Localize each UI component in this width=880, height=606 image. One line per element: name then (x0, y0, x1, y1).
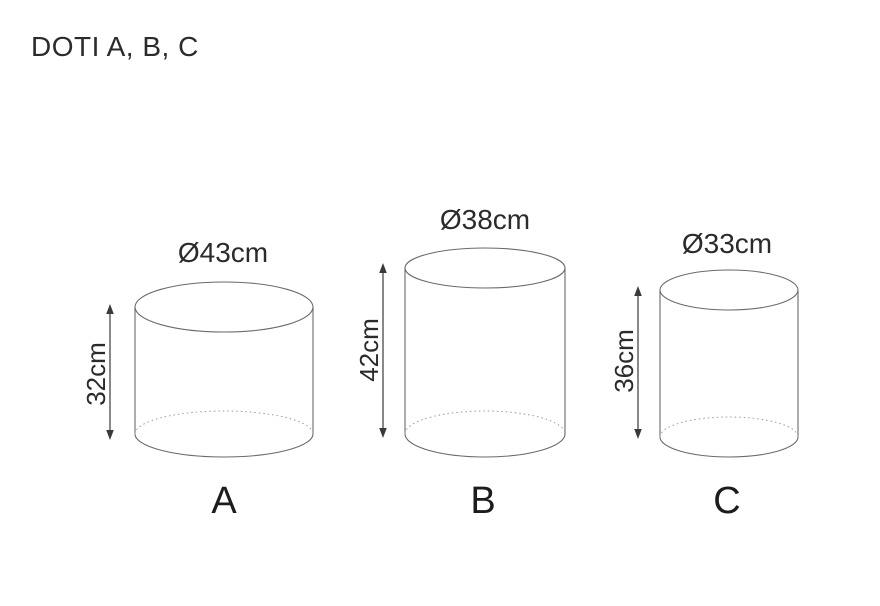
pouf-c-height-dimension-arrow-icon (634, 286, 642, 439)
pouf-b-top-ellipse (404, 247, 566, 289)
pouf-c-bottom-front-arc (659, 436, 799, 458)
pouf-b-drawing: Ø38cm 42cm B (354, 204, 566, 522)
pouf-b-diameter-label: Ø38cm (440, 204, 530, 235)
pouf-a-height-label: 32cm (81, 342, 111, 406)
pouf-b-letter: B (470, 480, 495, 522)
pouf-c-height-label: 36cm (609, 329, 639, 393)
pouf-b-bottom-front-arc (404, 433, 566, 458)
pouf-a-bottom-front-arc (134, 433, 314, 458)
pouf-a-letter: A (211, 480, 237, 522)
pouf-c-bottom-back-arc-dotted (659, 416, 799, 438)
pouf-b-height-label: 42cm (354, 318, 384, 382)
pouf-c-letter: C (713, 480, 740, 522)
pouf-a-drawing: Ø43cm 32cm A (81, 237, 314, 522)
pouf-c-drawing: Ø33cm 36cm C (609, 228, 799, 522)
pouf-c-top-ellipse (659, 269, 799, 311)
pouf-c-diameter-label: Ø33cm (682, 228, 772, 259)
pouf-a-diameter-label: Ø43cm (178, 237, 268, 268)
pouf-a-height-dimension-arrow-icon (106, 304, 114, 440)
pouf-a-top-ellipse (134, 281, 314, 333)
pouf-b-bottom-back-arc-dotted (404, 410, 566, 435)
pouf-b-height-dimension-arrow-icon (379, 263, 387, 438)
page-title: DOTI A, B, C (31, 31, 199, 62)
pouf-a-bottom-back-arc-dotted (134, 410, 314, 435)
